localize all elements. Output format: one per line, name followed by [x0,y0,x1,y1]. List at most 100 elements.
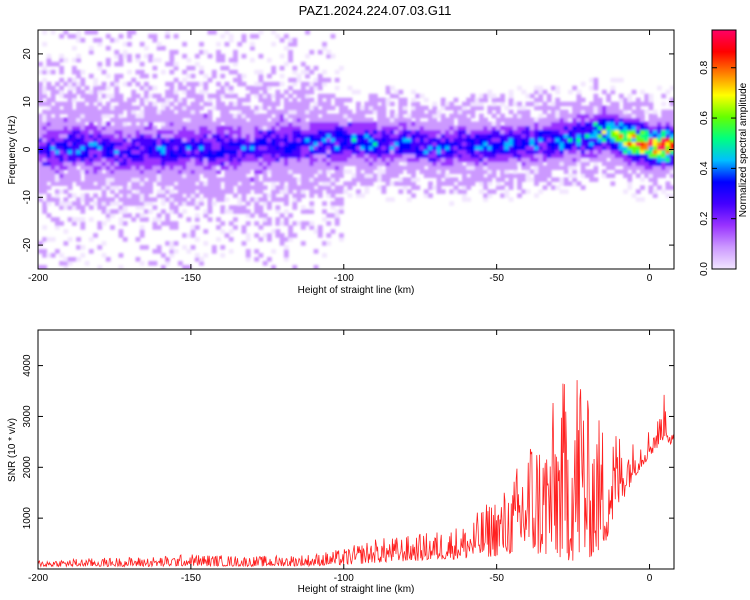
spectrogram-cell [50,161,56,167]
spectrogram-cell [275,145,281,151]
spectrogram-cell [220,65,226,71]
spectrogram-cell [135,129,141,135]
spectrogram-cell [576,145,582,151]
spectrogram-cell [160,113,166,119]
spectrogram-cell [59,189,65,194]
spectrogram-cell [80,129,86,135]
spectrogram-cell [216,185,221,190]
spectrogram-cell [568,161,573,167]
spectrogram-cell [156,173,162,178]
spectrogram-cell [356,125,361,131]
spectrogram-cell [521,105,527,111]
spectrogram-cell [356,113,361,119]
spectrogram-cell [517,181,522,186]
spectrogram-cell [118,229,124,234]
spectrogram-cell [631,149,637,155]
spectrogram-cell [173,113,179,119]
spectrogram-cell [76,85,81,91]
spectrogram-cell [169,177,175,182]
spectrogram-cell [207,117,213,123]
spectrogram-cell [46,237,52,242]
spectrogram-cell [360,109,366,115]
spectrogram-cell [478,161,484,167]
spectrogram-cell [275,209,281,214]
spectrogram-cell [199,197,204,202]
spectrogram-cell [97,173,103,178]
spectrogram-cell [67,97,73,103]
spectrogram-cell [144,189,149,194]
spectrogram-cell [474,105,480,111]
spectrogram-cell [190,245,196,250]
spectrogram-cell [309,181,315,186]
spectrogram-cell [186,233,192,238]
spectrogram-cell [580,145,586,151]
spectrogram-cell [351,117,357,123]
spectrogram-cell [67,101,73,107]
spectrogram-cell [669,133,674,139]
spectrogram-cell [432,185,438,190]
spectrogram-cell [152,153,158,159]
spectrogram-cell [76,177,81,182]
spectrogram-cell [635,161,641,167]
spectrogram-cell [258,141,264,147]
spectrogram-cell [343,121,349,127]
spectrogram-cell [534,137,539,143]
spectrogram-cell [385,125,391,131]
spectrogram-cell [305,173,310,178]
spectrogram-cell [97,197,103,202]
spectrogram-cell [423,97,429,103]
spectrogram-cell [665,113,671,119]
spectrogram-cell [131,133,137,139]
spectrogram-cell [97,109,103,115]
spectrogram-cell [42,41,48,47]
spectrogram-cell [322,113,327,119]
spectrogram-cell [504,181,510,186]
spectrogram-cell [46,105,52,111]
spectrogram-cell [300,117,306,123]
spectrogram-cell [398,169,404,174]
spectrogram-cell [71,121,77,127]
spectrogram-cell [233,169,238,174]
spectrogram-cell [254,121,260,127]
spectrogram-cell [377,125,383,131]
spectrogram-cell [207,145,213,151]
spectrogram-cell [54,217,60,222]
spectrogram-cell [546,125,552,131]
spectrogram-cell [406,129,412,135]
spectrogram-cell [529,169,535,174]
spectrogram-cell [165,173,171,178]
spectrogram-cell [63,261,69,266]
spectrogram-cell [610,165,616,171]
spectrogram-cell [182,101,187,107]
spectrogram-cell [194,137,200,143]
spectrogram-cell [245,209,251,214]
spectrogram-cell [462,105,467,111]
spectrogram-cell [279,237,285,242]
spectrogram-cell [165,137,171,143]
spectrogram-cell [449,145,455,151]
spectrogram-cell [182,109,187,115]
spectrogram-cell [169,57,175,63]
spectrogram-cell [313,81,319,87]
spectrogram-cell [534,145,539,151]
spectrogram-cell [271,229,277,234]
spectrogram-cell [182,129,187,135]
spectrogram-cell [283,221,289,226]
spectrogram-cell [657,185,662,190]
spectrogram-cell [292,37,298,43]
spectrogram-cell [258,97,264,103]
spectrogram-cell [517,157,522,163]
spectrogram-cell [330,177,336,182]
spectrogram-cell [110,145,115,151]
spectrogram-cell [478,149,484,155]
spectrogram-cell [669,185,674,190]
spectrogram-cell [105,165,111,171]
spectrogram-cell [322,77,327,83]
spectrogram-cell [122,221,128,226]
colorbar: 0.00.20.40.60.8 Normalized spectral ampl… [699,29,749,276]
spectrogram-cell [305,149,310,155]
spectrogram-cell [597,105,603,111]
spectrogram-cell [542,165,548,171]
spectrogram-cell [495,165,501,171]
spectrogram-cell [292,101,298,107]
